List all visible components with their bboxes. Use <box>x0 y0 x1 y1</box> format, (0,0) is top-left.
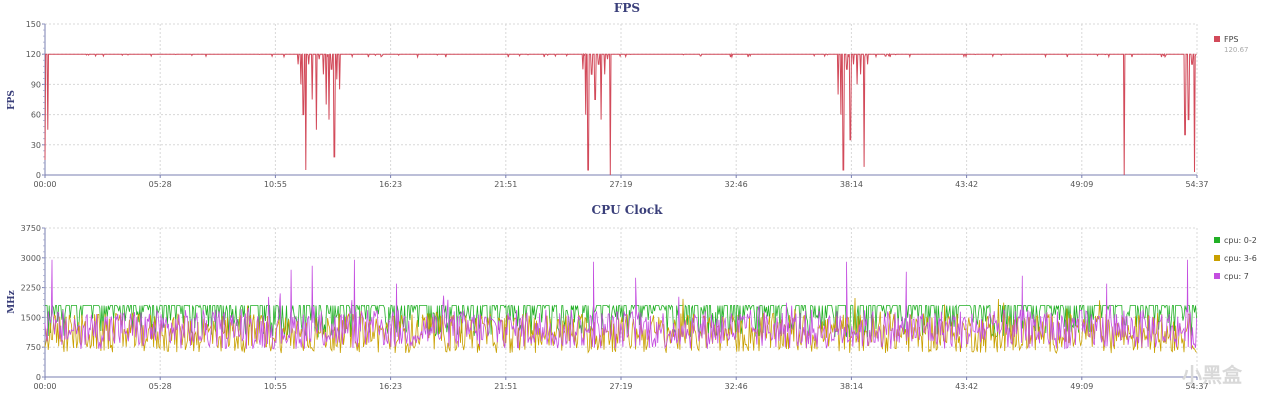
cpu-y-tick-label: 0 <box>36 373 41 382</box>
watermark: 小黑盒 <box>1182 363 1243 387</box>
cpu-x-tick-label: 49:09 <box>1070 382 1093 391</box>
fps-chart: FPS FPS 0 30 60 90 120 150 00:00 05:28 10:55 16:… <box>7 1 1249 189</box>
cpu-x-tick-label: 10:55 <box>264 382 287 391</box>
cpu-x-tick-label: 38:14 <box>840 382 863 391</box>
fps-legend-label: FPS <box>1224 35 1239 44</box>
fps-y-tick-label: 120 <box>26 50 41 59</box>
fps-x-ticks: 00:00 05:28 10:55 16:23 21:51 27:19 32:46 38:14… <box>33 175 1209 189</box>
fps-x-tick-label: 54:37 <box>1185 180 1208 189</box>
cpu-y-tick-label: 2250 <box>21 284 41 293</box>
cpu-series-line-2 <box>44 259 1197 350</box>
cpu-legend-label: cpu: 0-2 <box>1224 236 1257 245</box>
cpu-x-tick-label: 00:00 <box>33 382 56 391</box>
fps-x-tick-label: 00:00 <box>33 180 56 189</box>
fps-legend-swatch <box>1214 36 1220 42</box>
cpu-grid <box>44 227 1198 378</box>
cpu-y-tick-label: 1500 <box>21 313 41 322</box>
cpu-legend[interactable]: cpu: 0-2 cpu: 3-6 cpu: 7 <box>1214 236 1257 281</box>
fps-x-tick-label: 43:42 <box>955 180 978 189</box>
fps-x-tick-label: 05:28 <box>149 180 172 189</box>
fps-x-tick-label: 32:46 <box>725 180 748 189</box>
cpu-legend-label: cpu: 3-6 <box>1224 254 1257 263</box>
fps-x-tick-label: 49:09 <box>1070 180 1093 189</box>
fps-series <box>44 52 1197 176</box>
cpu-x-tick-label: 32:46 <box>725 382 748 391</box>
cpu-y-tick-label: 3000 <box>21 254 41 263</box>
cpu-x-ticks: 00:00 05:28 10:55 16:23 21:51 27:19 32:46 38:14… <box>33 377 1209 391</box>
cpu-series-line-1 <box>44 297 1197 354</box>
cpu-x-tick-label: 21:51 <box>494 382 517 391</box>
fps-x-tick-label: 27:19 <box>609 180 632 189</box>
cpu-x-tick-label: 43:42 <box>955 382 978 391</box>
cpu-x-tick-label: 16:23 <box>379 382 402 391</box>
cpu-legend-swatch <box>1214 273 1220 279</box>
fps-grid <box>44 23 1198 176</box>
fps-x-tick-label: 38:14 <box>840 180 863 189</box>
cpu-series <box>44 259 1197 354</box>
cpu-y-tick-label: 750 <box>26 343 41 352</box>
fps-x-tick-label: 16:23 <box>379 180 402 189</box>
fps-legend[interactable]: FPS 120.67 <box>1214 35 1249 54</box>
fps-x-tick-label: 10:55 <box>264 180 287 189</box>
fps-y-tick-label: 150 <box>26 20 41 29</box>
cpu-chart-title: CPU Clock <box>592 203 664 217</box>
cpu-x-tick-label: 27:19 <box>609 382 632 391</box>
cpu-x-tick-label: 05:28 <box>149 382 172 391</box>
fps-series-line <box>44 52 1197 176</box>
cpu-legend-swatch <box>1214 255 1220 261</box>
fps-y-tick-label: 30 <box>31 141 41 150</box>
cpu-legend-label: cpu: 7 <box>1224 272 1249 281</box>
cpu-y-tick-label: 3750 <box>21 224 41 233</box>
cpu-series-line-0 <box>45 304 1197 338</box>
fps-x-tick-label: 21:51 <box>494 180 517 189</box>
cpu-chart: CPU Clock MHz 0 750 1500 2250 3000 3750 00:00… <box>7 203 1257 391</box>
fps-y-axis-label: FPS <box>7 90 17 110</box>
cpu-legend-swatch <box>1214 237 1220 243</box>
cpu-y-axis-label: MHz <box>7 290 17 314</box>
fps-legend-value: 120.67 <box>1224 46 1249 54</box>
fps-y-ticks: 0 30 60 90 120 150 <box>26 20 45 180</box>
cpu-y-ticks: 0 750 1500 2250 3000 3750 <box>21 224 45 382</box>
cpu-x-tick-label: 54:37 <box>1185 382 1208 391</box>
fps-y-tick-label: 0 <box>36 171 41 180</box>
fps-y-tick-label: 90 <box>31 80 41 89</box>
fps-chart-title: FPS <box>614 1 640 15</box>
fps-y-tick-label: 60 <box>31 111 41 120</box>
